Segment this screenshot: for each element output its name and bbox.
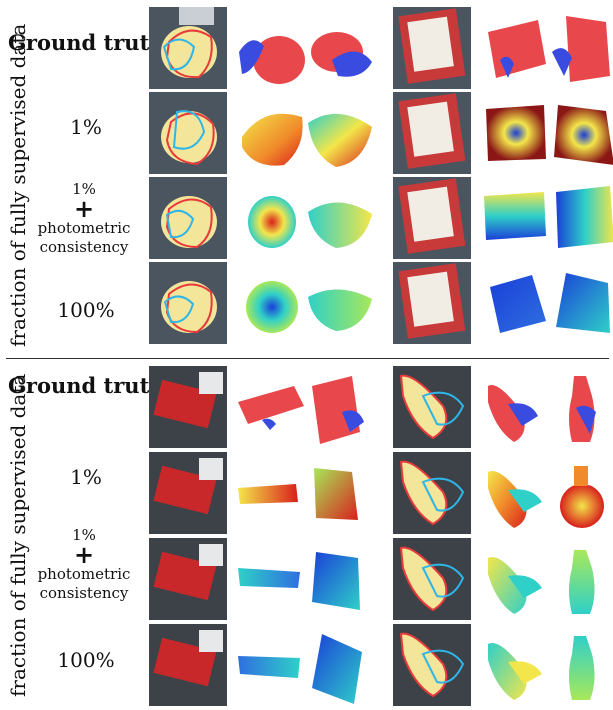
photo-box-1pct-photometric [149, 538, 227, 620]
photo-can-1pct [149, 92, 227, 174]
render-bottle-1pct-view2 [560, 466, 604, 528]
render-box-100pct-view1 [238, 656, 300, 678]
render-bottle-100pct-view2 [569, 636, 595, 700]
photo-card-1pct [393, 92, 471, 174]
photo-bottle-100pct [393, 624, 471, 706]
render-bottle-1pct-view1 [488, 471, 542, 528]
photo-bottle-gt [393, 366, 471, 448]
render-bottle-1pct-photometric-view2 [569, 550, 595, 614]
row-label-ground-truth: Ground truth [8, 373, 165, 398]
row-label-1pct-photometric: 1% + photometric consistency [37, 526, 131, 602]
render-card-1pct-view1 [486, 105, 546, 161]
photo-can-gt [149, 7, 227, 89]
row-label-1pct: 1% [70, 115, 102, 139]
photo-box-gt [149, 366, 227, 448]
render-can-1pct-view2 [308, 113, 372, 167]
row-label-100pct: 100% [57, 648, 115, 672]
render-can-gt-view2 [311, 32, 372, 77]
render-can-100pct-view1 [246, 281, 298, 333]
render-card-1pct-photometric-view2 [556, 186, 613, 248]
render-box-1pct-view1 [238, 484, 298, 504]
row-label-100pct: 100% [57, 298, 115, 322]
render-box-1pct-photometric-view1 [238, 568, 300, 588]
render-can-1pct-photometric-view2 [308, 202, 372, 248]
render-card-gt-view1 [488, 20, 546, 78]
render-bottle-gt-view2 [569, 376, 596, 442]
render-box-gt-view1 [238, 386, 304, 430]
render-can-1pct-view1 [242, 113, 303, 166]
photo-bottle-1pct [393, 452, 471, 534]
render-card-1pct-photometric-view1 [484, 192, 546, 240]
render-can-1pct-photometric-view1 [248, 196, 296, 248]
photo-card-100pct [393, 262, 471, 344]
section-divider [6, 358, 609, 359]
photo-can-100pct [149, 262, 227, 344]
render-card-1pct-view2 [554, 105, 613, 165]
render-card-100pct-view2 [556, 273, 610, 333]
render-card-gt-view2 [552, 16, 610, 82]
render-box-1pct-photometric-view2 [312, 552, 360, 610]
row-label-ground-truth: Ground truth [8, 30, 165, 55]
photo-box-100pct [149, 624, 227, 706]
row-label-1pct-photometric: 1% + photometric consistency [37, 180, 131, 256]
render-bottle-100pct-view1 [488, 643, 542, 700]
render-bottle-1pct-photometric-view1 [488, 557, 542, 614]
render-box-100pct-view2 [312, 634, 362, 704]
photo-can-1pct-photometric [149, 177, 227, 259]
photo-bottle-1pct-photometric [393, 538, 471, 620]
render-can-gt-view1 [239, 36, 305, 84]
photo-card-gt [393, 7, 471, 89]
photo-card-1pct-photometric [393, 177, 471, 259]
render-box-gt-view2 [312, 376, 364, 444]
render-bottle-gt-view1 [488, 385, 538, 442]
render-can-100pct-view2 [308, 289, 372, 331]
render-box-1pct-view2 [314, 468, 358, 520]
row-label-1pct: 1% [70, 465, 102, 489]
photo-box-1pct [149, 452, 227, 534]
render-card-100pct-view1 [490, 275, 546, 333]
